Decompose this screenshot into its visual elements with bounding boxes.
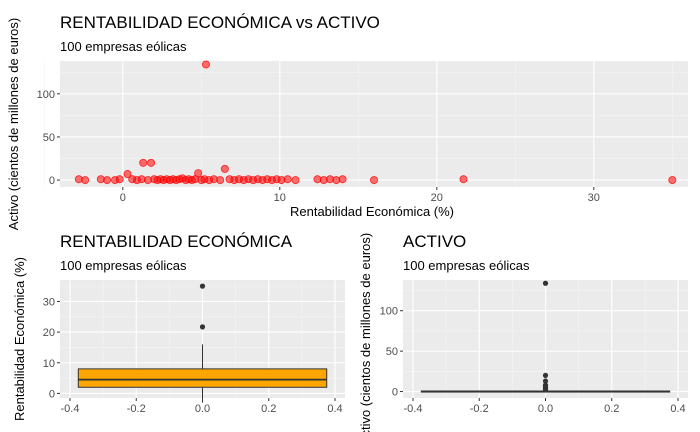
x-tick-label: -0.2 [470, 403, 489, 415]
scatter-x-axis-label: Rentabilidad Económica (%) [290, 204, 454, 219]
outlier-point [199, 283, 206, 289]
scatter-point [338, 175, 347, 184]
y-tick-label: 0 [49, 388, 55, 400]
scatter-point [216, 176, 225, 185]
scatter-point [459, 175, 468, 184]
scatter-point [81, 176, 90, 185]
box1-title: RENTABILIDAD ECONÓMICA [60, 232, 293, 251]
box2-boxplot [420, 280, 671, 393]
y-tick-label: 50 [43, 132, 55, 144]
panel-scatter: RENTABILIDAD ECONÓMICA vs ACTIVO 100 emp… [6, 13, 688, 230]
box2-tick-labels: 0 50 100 -0.4 -0.2 0.0 0.2 0.4 [380, 306, 686, 415]
x-tick-label: -0.2 [127, 403, 146, 415]
x-tick-label: 30 [588, 192, 600, 204]
x-tick-label: -0.4 [61, 403, 80, 415]
outlier-point [199, 324, 206, 330]
x-tick-label: -0.4 [404, 403, 423, 415]
box2-y-axis-label: Activo (cientos de millones de euros) [358, 233, 373, 432]
scatter-points [74, 60, 677, 185]
scatter-plot-background [60, 61, 688, 187]
scatter-point [369, 176, 378, 185]
box1-tick-labels: 0 10 20 30 -0.4 -0.2 0.0 0.2 0.4 [43, 296, 343, 415]
y-tick-label: 10 [43, 358, 55, 370]
scatter-point [291, 176, 300, 185]
x-tick-label: 0.0 [538, 403, 553, 415]
x-tick-label: 0.4 [327, 403, 342, 415]
x-tick-label: 10 [274, 192, 286, 204]
x-tick-label: 0.0 [195, 403, 210, 415]
scatter-point [202, 60, 211, 69]
scatter-title: RENTABILIDAD ECONÓMICA vs ACTIVO [60, 13, 380, 32]
scatter-point [668, 176, 677, 185]
outlier-point [542, 378, 549, 384]
outlier-point [542, 280, 549, 286]
box-iqr [77, 368, 328, 388]
scatter-y-axis-label: Activo (cientos de millones de euros) [6, 18, 21, 230]
scatter-point [139, 158, 148, 167]
y-tick-label: 100 [37, 89, 55, 101]
x-tick-label: 0.4 [670, 403, 685, 415]
box1-y-axis-label: Rentabilidad Económica (%) [12, 257, 27, 421]
box1-boxplot [77, 283, 328, 403]
scatter-tick-labels: 0 50 100 0 10 20 30 [37, 89, 600, 204]
scatter-subtitle: 100 empresas eólicas [60, 39, 187, 54]
scatter-point [103, 176, 112, 185]
y-tick-label: 20 [43, 327, 55, 339]
x-tick-label: 0 [120, 192, 126, 204]
scatter-point [123, 170, 132, 179]
box2-title: ACTIVO [403, 232, 466, 251]
y-tick-label: 50 [386, 346, 398, 358]
outlier-point [542, 372, 549, 378]
y-tick-label: 0 [392, 387, 398, 399]
box2-subtitle: 100 empresas eólicas [403, 258, 530, 273]
outlier-point [542, 386, 549, 393]
scatter-point [194, 169, 203, 178]
y-tick-label: 100 [380, 306, 398, 318]
panel-boxplot-rentabilidad: RENTABILIDAD ECONÓMICA 100 empresas eóli… [12, 232, 345, 421]
panel-boxplot-activo: ACTIVO 100 empresas eólicas 0 50 100 -0.4 -0… [358, 232, 688, 432]
y-tick-label: 30 [43, 296, 55, 308]
x-tick-label: 0.2 [604, 403, 619, 415]
x-tick-label: 0.2 [261, 403, 276, 415]
scatter-point [220, 164, 229, 173]
scatter-point [147, 158, 156, 167]
scatter-point [283, 175, 292, 184]
x-tick-label: 20 [431, 192, 443, 204]
scatter-point [115, 175, 124, 184]
box1-subtitle: 100 empresas eólicas [60, 258, 187, 273]
y-tick-label: 0 [49, 175, 55, 187]
